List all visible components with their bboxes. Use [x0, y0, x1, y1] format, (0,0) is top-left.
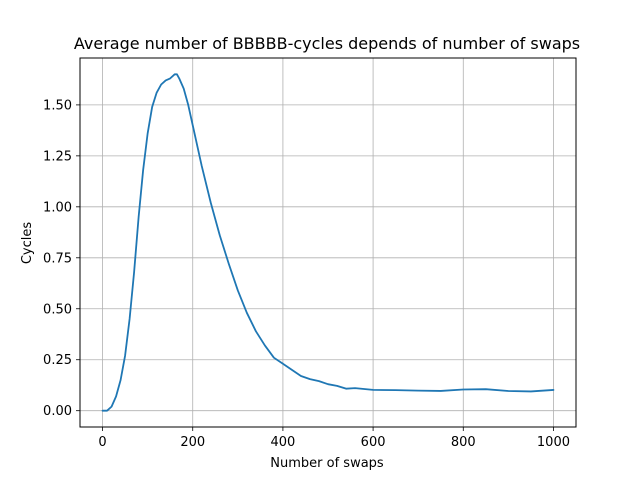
x-tick-label: 0: [98, 435, 106, 450]
series-line: [101, 73, 555, 412]
x-tick-label: 1000: [537, 435, 570, 450]
y-tick-label: 0.25: [43, 353, 72, 368]
grid: [80, 58, 576, 427]
y-tick-label: 1.25: [43, 149, 72, 164]
x-axis-ticks: 0 200 400 600 800 1000: [98, 427, 570, 450]
series-layer: [101, 73, 555, 412]
y-tick-label: 1.50: [43, 98, 72, 113]
y-axis-ticks: 0.00 0.25 0.50 0.75 1.00 1.25 1.50: [43, 98, 80, 419]
chart-title: Average number of BBBBB-cycles depends o…: [74, 34, 580, 53]
x-tick-label: 400: [270, 435, 295, 450]
x-axis-title: Number of swaps: [270, 456, 384, 471]
y-tick-label: 1.00: [43, 200, 72, 215]
y-axis-title: Cycles: [20, 222, 35, 265]
y-tick-label: 0.00: [43, 404, 72, 419]
x-tick-label: 800: [451, 435, 476, 450]
plot-frame: [79, 57, 577, 428]
y-tick-label: 0.50: [43, 302, 72, 317]
x-tick-label: 200: [180, 435, 205, 450]
x-tick-label: 600: [361, 435, 386, 450]
y-tick-label: 0.75: [43, 251, 72, 266]
